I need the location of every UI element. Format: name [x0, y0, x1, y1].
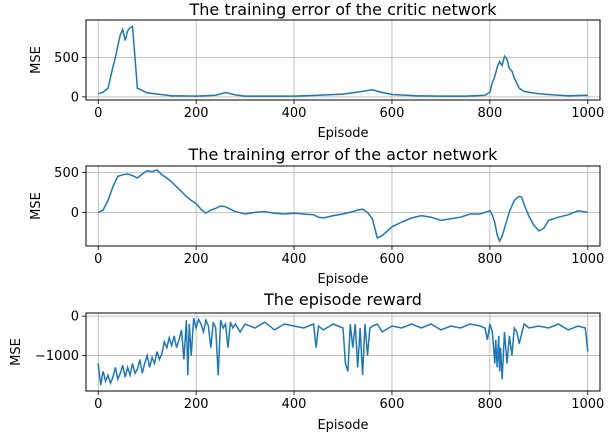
actor-xtick-label: 200	[184, 252, 209, 267]
actor-xtick-label: 400	[282, 252, 307, 267]
reward-ylabel: MSE	[9, 338, 24, 366]
actor-ylabel: MSE	[29, 192, 44, 220]
reward-plot-area	[85, 312, 601, 392]
reward-xlabel: Episode	[317, 418, 368, 433]
critic-ylabel: MSE	[29, 46, 44, 74]
actor-ytick-label: 0	[71, 206, 79, 221]
actor-xlabel: Episode	[317, 272, 368, 287]
reward-title: The episode reward	[263, 290, 422, 309]
reward-xtick-label: 400	[282, 397, 307, 412]
actor-title: The training error of the actor network	[188, 145, 499, 164]
critic-ytick-label: 0	[71, 90, 79, 105]
reward-xtick-label: 200	[184, 397, 209, 412]
reward-xtick-label: 0	[94, 397, 102, 412]
subplot-critic-error: The training error of the critic network…	[29, 0, 604, 141]
critic-xtick-label: 1000	[571, 106, 604, 121]
critic-xtick-label: 200	[184, 106, 209, 121]
actor-xtick-label: 800	[477, 252, 502, 267]
actor-xtick-label: 1000	[571, 252, 604, 267]
actor-xtick-label: 600	[380, 252, 405, 267]
critic-ytick-label: 500	[54, 51, 79, 66]
critic-plot-area	[85, 19, 601, 101]
critic-title: The training error of the critic network	[189, 0, 498, 19]
actor-series-line	[97, 169, 588, 244]
reward-xtick-label: 600	[380, 397, 405, 412]
actor-ytick-label: 500	[54, 166, 79, 181]
subplot-episode-reward: The episode reward 0 200 400 600 800 1000 −100…	[9, 290, 604, 433]
actor-xtick-label: 0	[94, 252, 102, 267]
critic-xtick-label: 400	[282, 106, 307, 121]
reward-ytick-label: −1000	[35, 349, 79, 364]
critic-xlabel: Episode	[317, 126, 368, 141]
critic-series-line	[97, 25, 588, 97]
critic-xtick-label: 800	[477, 106, 502, 121]
reward-xtick-label: 1000	[571, 397, 604, 412]
reward-series-line	[97, 317, 589, 386]
reward-ytick-label: 0	[71, 310, 79, 325]
critic-xtick-label: 0	[94, 106, 102, 121]
actor-plot-area	[85, 165, 601, 247]
critic-xtick-label: 600	[380, 106, 405, 121]
reward-xtick-label: 800	[477, 397, 502, 412]
subplot-actor-error: The training error of the actor network …	[29, 145, 604, 287]
